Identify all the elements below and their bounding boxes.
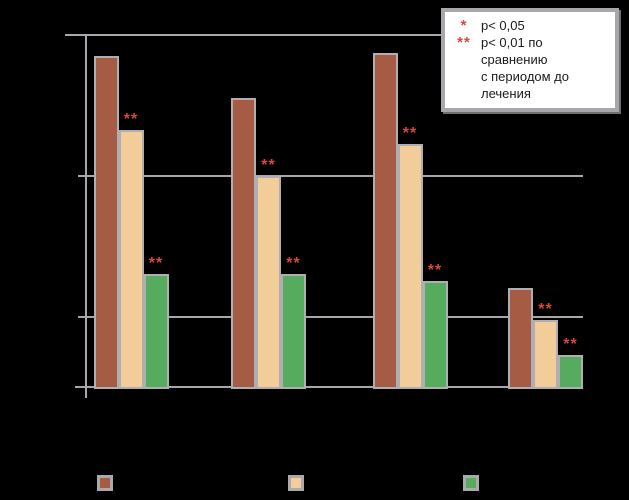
plot-top-border <box>65 34 442 36</box>
bar-tan-group-1 <box>118 130 144 389</box>
bar-tan-group-4 <box>533 320 558 389</box>
bar-green-group-1 <box>143 274 169 389</box>
bar-green-group-3 <box>422 281 448 389</box>
significance-legend: * p< 0,05 ** p< 0,01 по сравнению с перио… <box>441 8 619 112</box>
gridline <box>78 174 583 177</box>
bar-brown-group-1 <box>93 56 119 389</box>
bar-tan-group-3 <box>397 144 423 389</box>
legend-row: * p< 0,05 <box>447 17 611 34</box>
bar-green-group-2 <box>281 274 306 389</box>
legend-text: p< 0,01 по сравнению с периодом до лечени… <box>481 34 611 102</box>
series-swatch-tan <box>288 475 304 491</box>
double-asterisk-marker: ** <box>457 34 471 51</box>
series-swatch-green <box>463 475 479 491</box>
legend-text-line1: p< 0,01 по сравнению <box>481 35 548 67</box>
gridline <box>78 315 583 318</box>
bar-brown-group-3 <box>372 52 398 389</box>
significance-marker: ** <box>123 111 139 129</box>
y-axis-line <box>85 34 87 398</box>
significance-marker: ** <box>261 156 276 174</box>
bar-brown-group-4 <box>508 288 533 389</box>
asterisk-marker: * <box>460 17 468 34</box>
significance-marker: ** <box>427 262 443 280</box>
bar-green-group-4 <box>558 355 583 389</box>
bar-tan-group-2 <box>256 175 281 389</box>
significance-marker: ** <box>538 301 553 319</box>
legend-text-line2: с периодом до лечения <box>481 69 569 101</box>
series-swatch-brown <box>97 475 113 491</box>
legend-row: ** p< 0,01 по сравнению с периодом до леч… <box>447 34 611 102</box>
significance-marker: ** <box>286 255 301 273</box>
significance-marker: ** <box>148 255 164 273</box>
legend-text: p< 0,05 <box>481 18 525 33</box>
bar-brown-group-2 <box>231 98 256 389</box>
x-axis-line <box>75 386 583 388</box>
significance-marker: ** <box>402 125 418 143</box>
significance-marker: ** <box>563 336 578 354</box>
